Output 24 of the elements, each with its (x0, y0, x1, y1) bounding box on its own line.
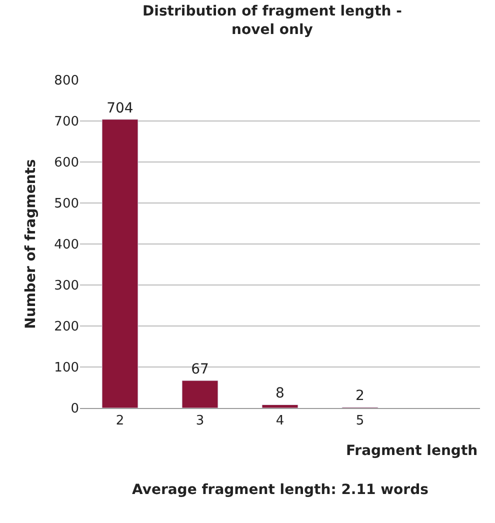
y-tick-label: 400 (54, 238, 79, 253)
y-tick-label: 700 (54, 114, 79, 130)
bar (102, 119, 138, 408)
y-tick-label: 100 (54, 360, 79, 376)
data-label: 704 (106, 100, 134, 116)
text: Average fragment length: 2.11 words (132, 482, 428, 498)
bar (182, 380, 218, 408)
data-label: 2 (356, 388, 364, 404)
x-tick-label: 3 (196, 414, 204, 429)
y-tick-label: 300 (54, 278, 79, 294)
y-tick-label: 500 (54, 196, 79, 212)
y-tick-label: 0 (70, 402, 79, 417)
y-tick-label: 200 (54, 320, 79, 335)
y-tick-label: 600 (54, 156, 79, 171)
x-tick-label: 2 (116, 414, 124, 429)
y-tick-label: 800 (54, 74, 79, 89)
data-label: 67 (191, 362, 209, 378)
x-tick-label: 5 (356, 414, 364, 429)
x-tick-label: 4 (276, 414, 284, 429)
x-axis-title: Fragment length (346, 443, 478, 459)
data-label: 8 (276, 386, 284, 402)
bar (262, 404, 298, 408)
chart-title: Distribution of fragment length - novel only (142, 4, 402, 38)
y-axis-title: Number of fragments (22, 159, 39, 329)
